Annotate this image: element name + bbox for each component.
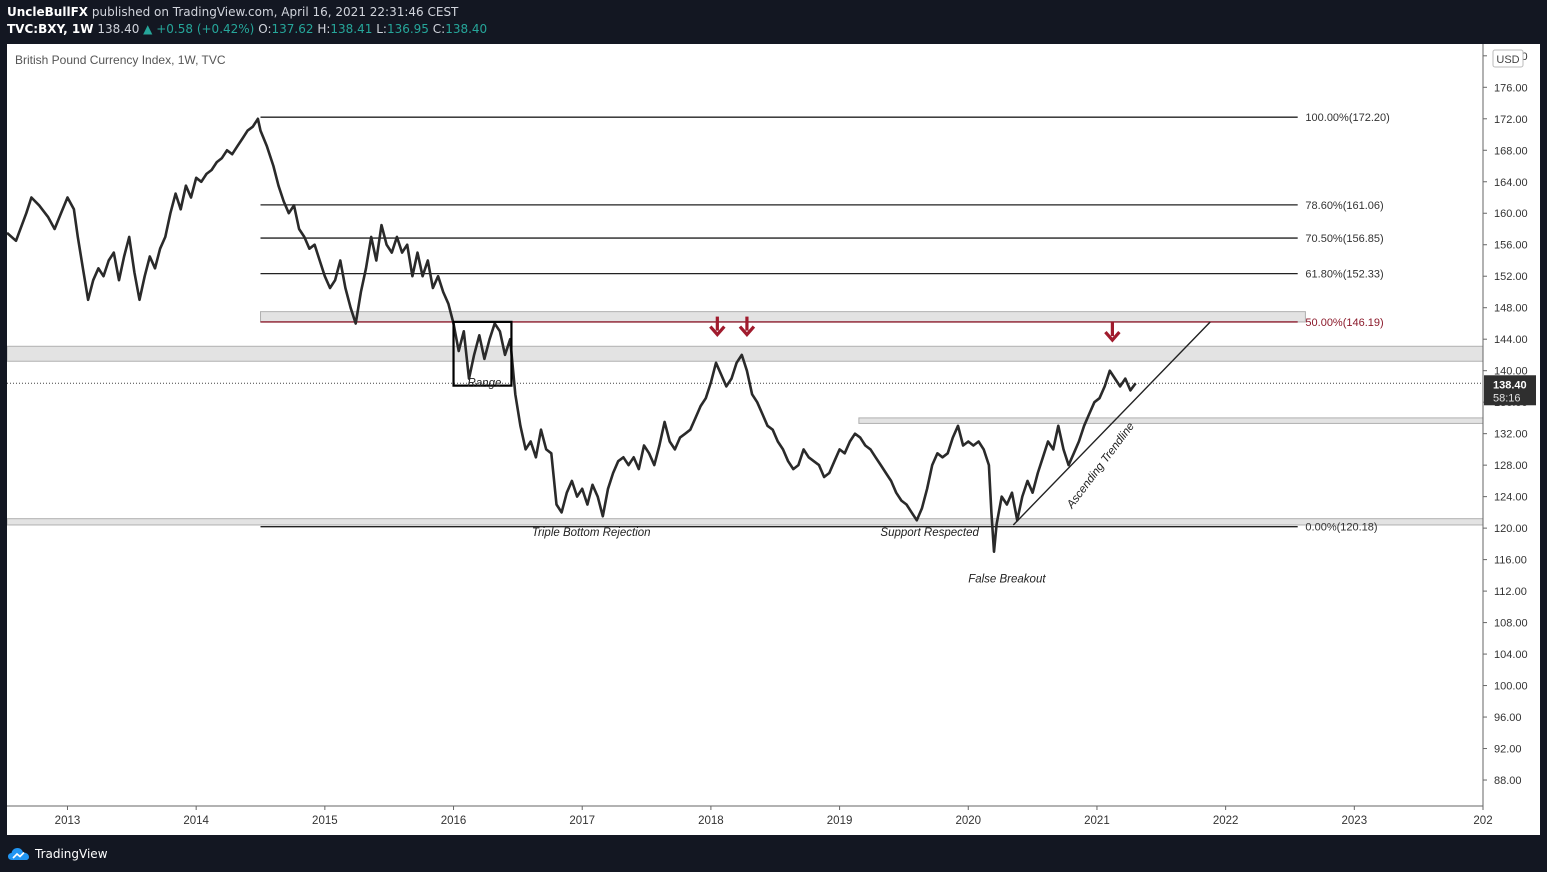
fib-label-4: 50.00%(146.19) — [1305, 317, 1383, 329]
price-line — [6, 117, 1137, 553]
annotation-1: Triple Bottom Rejection — [532, 527, 651, 539]
zone-0 — [6, 345, 1484, 362]
close-value: 138.40 — [445, 22, 488, 36]
down-arrow-icon — [738, 316, 756, 338]
range-box — [452, 320, 513, 387]
x-tick-label-2: 2015 — [312, 815, 338, 827]
down-arrow-icon — [709, 316, 726, 338]
y-tick-label-7: 152.00 — [1494, 271, 1528, 283]
ascending-trendline — [1012, 321, 1211, 526]
x-tick-label-8: 2021 — [1084, 815, 1110, 827]
y-tick-label-13: 128.00 — [1494, 460, 1528, 472]
publisher-name[interactable]: UncleBullFX — [7, 5, 89, 19]
zones-layer — [6, 311, 1484, 526]
footer-bar: TradingView — [0, 835, 1547, 872]
countdown-tag-value: 58:16 — [1493, 392, 1521, 404]
header-bar: UncleBullFX published on TradingView.com… — [0, 0, 1547, 44]
y-tick-label-1: 176.00 — [1494, 82, 1528, 94]
x-tick-label-6: 2019 — [827, 815, 853, 827]
fib-layer: 100.00%(172.20) 78.60%(161.06) 70.50%(156.… — [260, 112, 1390, 534]
x-tick-label-10: 2023 — [1342, 815, 1368, 827]
fib-label-3: 61.80%(152.33) — [1305, 269, 1383, 281]
low-label: L: — [376, 22, 387, 36]
x-tick-label-11: 202 — [1473, 815, 1492, 827]
x-tick-label-9: 2022 — [1213, 815, 1239, 827]
change-up-icon: ▲ — [143, 22, 153, 36]
symbol-label[interactable]: TVC:BXY, 1W — [7, 22, 94, 36]
annotation-2: Support Respected — [880, 527, 979, 539]
open-label: O: — [258, 22, 272, 36]
chart-svg[interactable]: British Pound Currency Index, 1W, TVC 10… — [6, 44, 1540, 835]
y-tick-label-4: 164.00 — [1494, 177, 1528, 189]
y-tick-label-3: 168.00 — [1494, 145, 1528, 157]
y-tick-label-23: 88.00 — [1494, 775, 1522, 787]
x-tick-label-0: 2013 — [55, 815, 81, 827]
currency-label: USD — [1496, 54, 1519, 66]
x-tick-label-4: 2017 — [569, 815, 595, 827]
y-tick-label-10: 140.00 — [1494, 366, 1528, 378]
high-label: H: — [317, 22, 331, 36]
tradingview-cloud-icon — [8, 848, 29, 860]
chart-title: British Pound Currency Index, 1W, TVC — [15, 53, 226, 67]
y-tick-label-17: 112.00 — [1494, 586, 1527, 598]
y-tick-label-12: 132.00 — [1494, 429, 1528, 441]
arrow-head-2 — [1104, 331, 1121, 343]
arrows-layer — [709, 316, 1121, 343]
time-axis[interactable]: 2013 2014 2015 2016 2017 2018 2019 2020 2021 2022… — [7, 805, 1493, 827]
fib-label-5: 0.00%(120.18) — [1305, 522, 1377, 534]
y-tick-label-22: 92.00 — [1494, 744, 1522, 756]
y-tick-label-14: 124.00 — [1494, 492, 1528, 504]
y-tick-label-2: 172.00 — [1494, 114, 1528, 126]
brand-label: TradingView — [35, 847, 108, 861]
annotation-0: Range — [467, 377, 501, 389]
zone-3 — [6, 518, 1484, 526]
y-tick-label-20: 100.00 — [1494, 681, 1528, 693]
arrow-head-0 — [709, 325, 726, 338]
last-price-tag — [1484, 375, 1536, 406]
change-value: +0.58 (+0.42%) — [156, 22, 255, 36]
zone-1 — [260, 311, 1306, 323]
y-tick-label-5: 160.00 — [1494, 208, 1528, 220]
fib-label-1: 78.60%(161.06) — [1305, 200, 1383, 212]
fib-label-2: 70.50%(156.85) — [1305, 233, 1383, 245]
annotation-3: False Breakout — [968, 573, 1046, 585]
y-tick-label-21: 96.00 — [1494, 712, 1522, 724]
currency-badge — [1492, 49, 1524, 68]
y-tick-label-6: 156.00 — [1494, 240, 1528, 252]
ohlc-legend: TVC:BXY, 1W 138.40 ▲ +0.58 (+0.42%) O:13… — [7, 22, 487, 36]
x-tick-label-3: 2016 — [441, 815, 467, 827]
last-price-tag-value: 138.40 — [1493, 379, 1527, 391]
publish-info: UncleBullFX published on TradingView.com… — [7, 5, 458, 19]
y-tick-label-18: 108.00 — [1494, 618, 1528, 630]
arrow-head-1 — [738, 325, 756, 338]
y-tick-label-16: 116.00 — [1494, 555, 1527, 567]
x-tick-label-5: 2018 — [698, 815, 724, 827]
published-text: published on TradingView.com, April 16, … — [91, 5, 459, 19]
chart-area[interactable]: British Pound Currency Index, 1W, TVC 10… — [6, 44, 1540, 835]
open-value: 137.62 — [271, 22, 314, 36]
low-value: 136.95 — [386, 22, 429, 36]
x-tick-label-1: 2014 — [183, 815, 209, 827]
zone-2 — [858, 417, 1484, 424]
x-tick-label-7: 2020 — [955, 815, 981, 827]
price-axis[interactable]: 180.00176.00172.00168.00164.00160.00156.… — [1482, 44, 1536, 806]
tradingview-logo[interactable]: TradingView — [8, 845, 108, 863]
y-tick-label-8: 148.00 — [1494, 303, 1528, 315]
y-tick-label-15: 120.00 — [1494, 523, 1528, 535]
fib-label-0: 100.00%(172.20) — [1305, 112, 1389, 124]
last-price: 138.40 — [97, 22, 140, 36]
high-value: 138.41 — [330, 22, 373, 36]
down-arrow-icon — [1104, 322, 1121, 343]
close-label: C: — [432, 22, 446, 36]
y-tick-label-19: 104.00 — [1494, 649, 1528, 661]
y-tick-label-9: 144.00 — [1494, 334, 1528, 346]
